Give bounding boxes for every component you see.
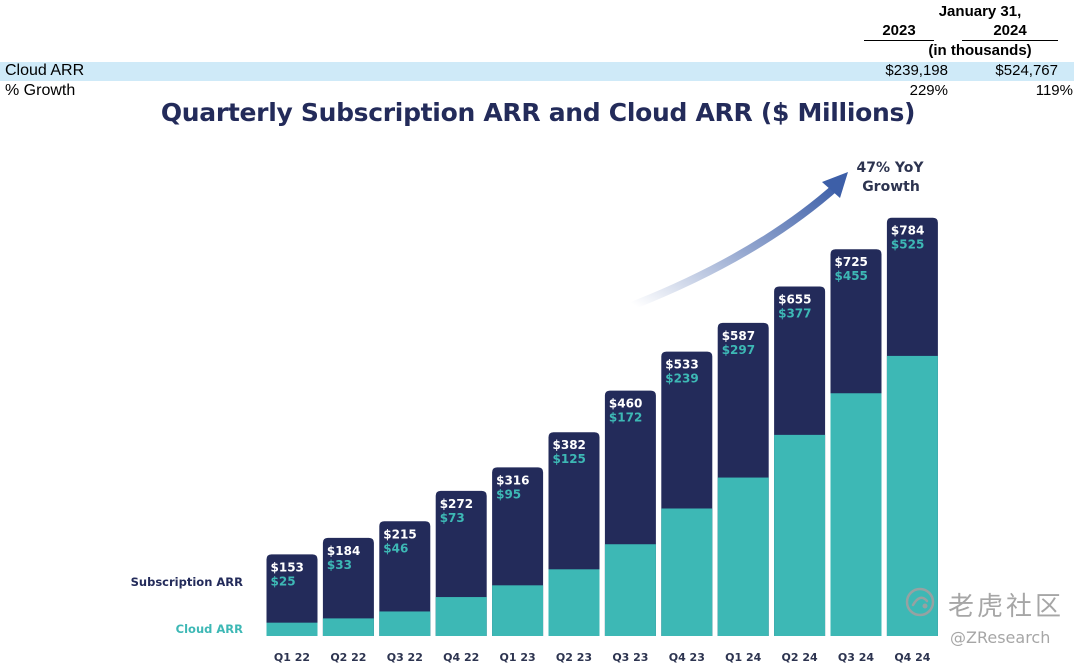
growth-annotation-line-1: 47% YoY	[857, 160, 925, 176]
cloud-arr-row-highlight	[0, 62, 1074, 81]
cloud-arr-value-label: $25	[271, 574, 296, 588]
cloud-arr-bar	[322, 618, 374, 636]
growth-arrow-head	[822, 172, 848, 198]
cloud-arr-bar	[886, 355, 938, 636]
x-tick-label: Q4 24	[894, 651, 930, 664]
chart-title: Quarterly Subscription ARR and Cloud ARR…	[160, 98, 916, 127]
cloud-arr-value-label: $297	[722, 343, 755, 357]
x-tick-label: Q3 24	[838, 651, 874, 664]
subscription-arr-value-label: $382	[553, 438, 586, 452]
x-tick-label: Q4 23	[669, 651, 705, 664]
x-tick-label: Q1 23	[500, 651, 536, 664]
cloud-arr-value-label: $95	[496, 487, 521, 501]
cloud-arr-value-label: $33	[327, 558, 352, 572]
cloud-arr-value-label: $239	[665, 372, 698, 386]
growth-2023-value: 229%	[909, 82, 948, 99]
cloud-arr-row-label: Cloud ARR	[5, 62, 85, 79]
x-tick-label: Q3 22	[387, 651, 423, 664]
cloud-arr-bar	[548, 569, 600, 636]
year-header-2023: 2023	[864, 22, 934, 41]
x-tick-label: Q2 23	[556, 651, 592, 664]
cloud-arr-bar	[830, 393, 882, 636]
subscription-arr-bar	[379, 521, 431, 636]
cloud-arr-value-label: $125	[553, 452, 586, 466]
x-tick-label: Q4 22	[443, 651, 479, 664]
units-label: (in thousands)	[928, 42, 1032, 59]
cloud-arr-value-label: $46	[383, 541, 408, 555]
x-tick-label: Q3 23	[612, 651, 648, 664]
cloud-arr-value-label: $525	[891, 238, 924, 252]
tiger-logo-icon	[905, 587, 935, 617]
cloud-arr-value-label: $377	[778, 307, 811, 321]
cloud-arr-value-label: $172	[609, 411, 642, 425]
legend-subscription-arr: Subscription ARR	[131, 575, 243, 589]
growth-2024-value: 119%	[1035, 82, 1073, 99]
x-tick-label: Q2 22	[330, 651, 366, 664]
cloud-arr-bar	[379, 611, 431, 636]
subscription-arr-bar	[266, 554, 318, 636]
cloud-arr-value-label: $455	[835, 269, 868, 283]
subscription-arr-value-label: $725	[835, 255, 868, 269]
subscription-arr-bar	[322, 537, 374, 636]
cloud-arr-bar	[604, 544, 656, 636]
subscription-arr-value-label: $460	[609, 397, 642, 411]
year-header-2024: 2024	[962, 22, 1058, 41]
growth-row-label: % Growth	[5, 82, 76, 99]
arr-summary-table: January 31, 2023 2024 (in thousands) Clo…	[0, 0, 1080, 100]
x-tick-label: Q1 24	[725, 651, 761, 664]
x-tick-label: Q2 24	[782, 651, 818, 664]
cloud-arr-bar	[661, 508, 713, 636]
subscription-arr-value-label: $655	[778, 293, 811, 307]
cloud-arr-bar	[435, 597, 487, 636]
subscription-arr-value-label: $272	[440, 497, 473, 511]
subscription-arr-value-label: $316	[496, 473, 529, 487]
growth-arrow	[630, 181, 842, 309]
subscription-arr-value-label: $784	[891, 224, 924, 238]
cloud-arr-bar	[717, 477, 769, 636]
cloud-arr-2024-value: $524,767	[995, 62, 1058, 79]
subscription-arr-value-label: $153	[271, 560, 304, 574]
subscription-arr-value-label: $184	[327, 544, 360, 558]
growth-annotation-line-2: Growth	[862, 179, 920, 195]
x-tick-label: Q1 22	[274, 651, 310, 664]
subscription-arr-value-label: $587	[722, 329, 755, 343]
watermark-brand: 老虎社区	[948, 592, 1065, 622]
subscription-arr-value-label: $533	[665, 358, 698, 372]
legend-cloud-arr: Cloud ARR	[176, 622, 243, 636]
subscription-arr-value-label: $215	[383, 527, 416, 541]
cloud-arr-bar	[266, 622, 318, 636]
date-header: January 31,	[938, 3, 1022, 20]
cloud-arr-bar	[774, 434, 826, 636]
cloud-arr-2023-value: $239,198	[885, 62, 948, 79]
watermark-handle: @ZResearch	[950, 628, 1051, 647]
cloud-arr-value-label: $73	[440, 511, 465, 525]
cloud-arr-bar	[492, 585, 544, 636]
